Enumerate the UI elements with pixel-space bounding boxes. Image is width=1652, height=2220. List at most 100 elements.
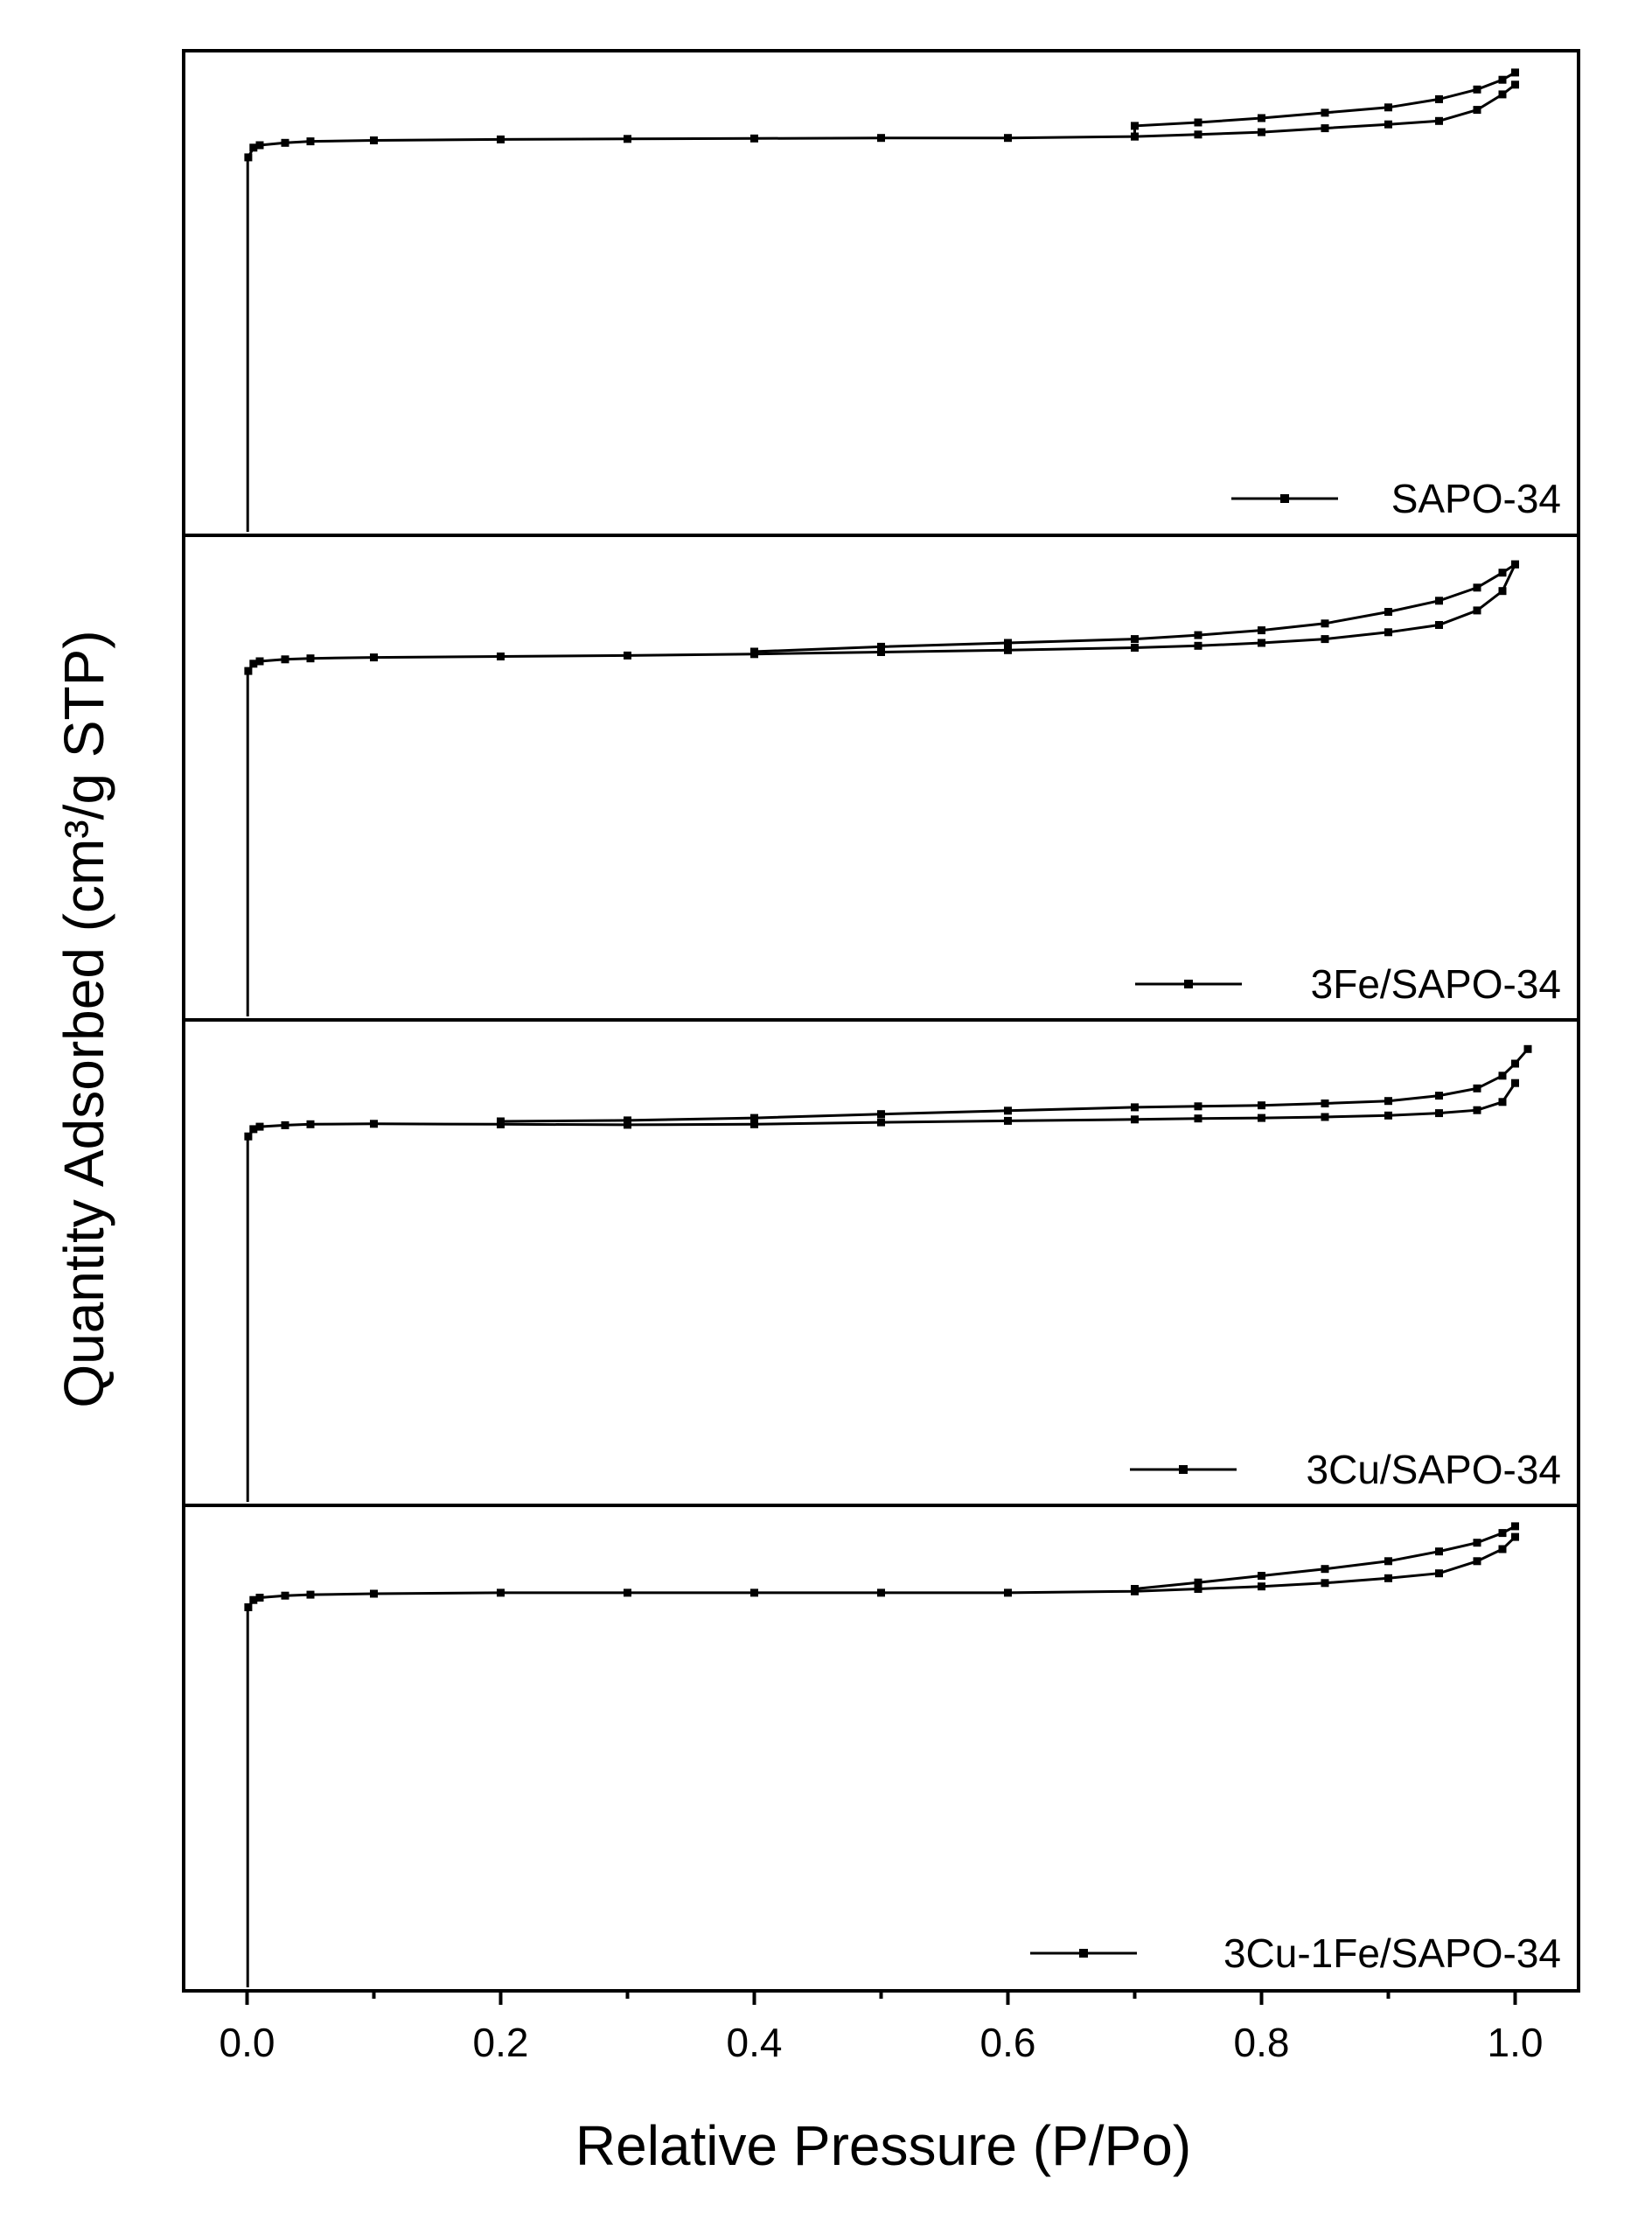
adsorption-point [306, 1590, 315, 1599]
adsorption-point [877, 648, 885, 656]
adsorption-point [370, 1120, 378, 1128]
desorption-point [1194, 1578, 1202, 1587]
adsorption-point [1498, 1545, 1507, 1553]
adsorption-point [1258, 1582, 1265, 1591]
desorption-point [1321, 1100, 1329, 1107]
desorption-point [750, 1113, 758, 1122]
adsorption-point [255, 657, 264, 666]
adsorption-line [247, 1082, 1516, 1138]
adsorption-point [1384, 1111, 1392, 1120]
adsorption-point [281, 138, 289, 147]
desorption-point [1498, 569, 1507, 577]
adsorption-point [1473, 1557, 1481, 1566]
desorption-point [1384, 1557, 1392, 1566]
adsorption-point [1321, 1579, 1329, 1588]
legend-marker [1184, 980, 1193, 988]
adsorption-point [370, 1589, 378, 1598]
adsorption-point [249, 143, 258, 152]
adsorption-point [249, 660, 258, 668]
adsorption-point [1321, 1113, 1329, 1121]
adsorption-point [877, 134, 885, 143]
desorption-point [624, 1116, 631, 1125]
desorption-point [1321, 108, 1329, 117]
adsorption-point [370, 653, 378, 662]
adsorption-point [244, 667, 253, 675]
adsorption-point [1473, 1106, 1481, 1114]
adsorption-point [750, 134, 758, 143]
adsorption-point [244, 1132, 253, 1141]
adsorption-point [281, 1120, 289, 1129]
adsorption-point [877, 1588, 885, 1597]
panels-group [244, 68, 1532, 1987]
desorption-point [1384, 1097, 1392, 1106]
desorption-line [499, 1048, 1530, 1125]
desorption-point [1194, 631, 1202, 639]
adsorption-point [624, 1120, 631, 1129]
legend-marker [1280, 494, 1289, 503]
panel-4 [244, 1522, 1519, 1987]
desorption-point [877, 1110, 885, 1119]
adsorption-point [255, 1594, 264, 1602]
legend-label: 3Fe/SAPO-34 [1311, 961, 1561, 1007]
desorption-point [1435, 1092, 1443, 1100]
desorption-point [1258, 626, 1265, 635]
desorption-point [1004, 639, 1012, 647]
adsorption-point [1194, 1585, 1202, 1593]
adsorption-point [1194, 1114, 1202, 1123]
adsorption-point [1004, 1116, 1012, 1125]
adsorption-point [1435, 1569, 1443, 1578]
desorption-point [1384, 103, 1392, 112]
legend-sapo34: SAPO-34 [1231, 476, 1561, 521]
adsorption-point [244, 153, 253, 162]
adsorption-point [1435, 621, 1443, 629]
desorption-point [1473, 583, 1481, 592]
legend-3fe-sapo34: 3Fe/SAPO-34 [1135, 961, 1561, 1007]
legend-marker [1179, 1465, 1188, 1474]
desorption-point [1511, 1522, 1519, 1531]
adsorption-point [1321, 635, 1329, 644]
desorption-point [1258, 1101, 1265, 1110]
desorption-line [1133, 1525, 1516, 1592]
desorption-point [1194, 1102, 1202, 1111]
panel-3 [244, 1044, 1532, 1502]
desorption-point [1131, 1103, 1139, 1112]
desorption-point [1511, 68, 1519, 77]
panel-2 [244, 560, 1519, 1016]
adsorption-point [877, 1118, 885, 1127]
adsorption-point [255, 141, 264, 150]
adsorption-point [1194, 641, 1202, 650]
adsorption-point [497, 1588, 505, 1597]
desorption-point [1384, 608, 1392, 616]
desorption-point [1321, 619, 1329, 628]
x-axis-title: Relative Pressure (P/Po) [575, 2114, 1191, 2177]
adsorption-point [1498, 587, 1507, 596]
x-axis: 0.0 0.2 0.4 0.6 0.8 1.0 [220, 1991, 1543, 2065]
desorption-point [1511, 1059, 1519, 1068]
adsorption-point [1131, 644, 1139, 652]
adsorption-point [249, 1125, 258, 1134]
adsorption-point [1258, 639, 1265, 647]
adsorption-point [497, 653, 505, 660]
adsorption-line [247, 83, 1516, 158]
desorption-point [1523, 1044, 1532, 1053]
desorption-point [1498, 75, 1507, 84]
desorption-point [1131, 132, 1139, 141]
adsorption-point [1511, 1079, 1519, 1087]
adsorption-point [1498, 90, 1507, 99]
adsorption-point [1004, 646, 1012, 654]
adsorption-point [306, 654, 315, 663]
desorption-point [1498, 1529, 1507, 1538]
desorption-point [1498, 1072, 1507, 1080]
desorption-point [1511, 560, 1519, 569]
adsorption-point [497, 135, 505, 143]
adsorption-point [1473, 606, 1481, 615]
adsorption-point [624, 651, 631, 660]
desorption-point [1473, 1539, 1481, 1547]
adsorption-point [244, 1603, 253, 1611]
adsorption-point [370, 136, 378, 144]
adsorption-point [1511, 1532, 1519, 1541]
adsorption-point [281, 655, 289, 664]
panel-1 [244, 68, 1519, 532]
adsorption-point [1435, 1109, 1443, 1118]
